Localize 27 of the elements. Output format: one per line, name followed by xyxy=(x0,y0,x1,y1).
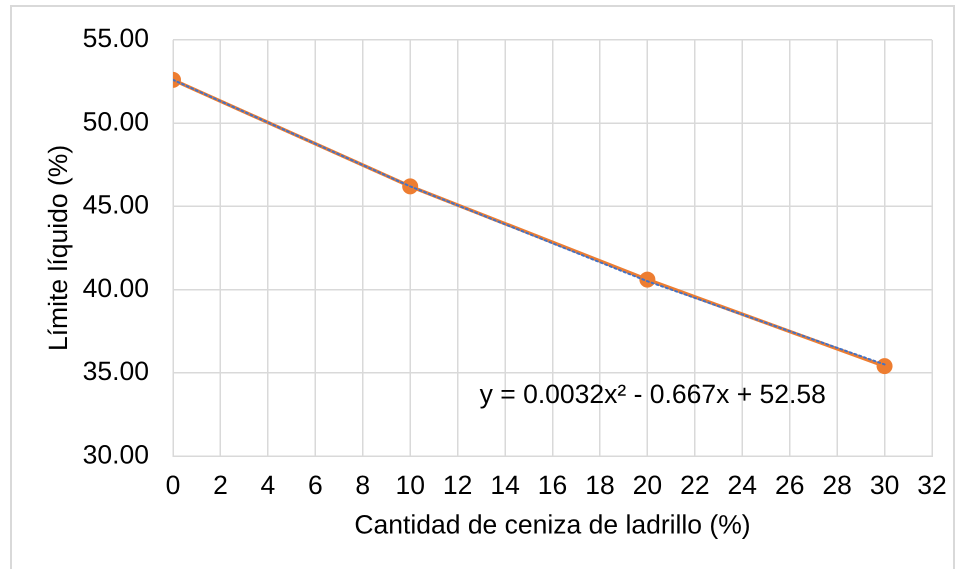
x-tick-label: 32 xyxy=(917,470,947,500)
y-tick-label: 55.00 xyxy=(82,23,149,54)
y-tick-label: 50.00 xyxy=(82,106,149,136)
y-axis-title: Límite líquido (%) xyxy=(43,144,74,352)
x-tick-label: 26 xyxy=(774,470,804,500)
x-tick-label: 8 xyxy=(355,470,370,500)
x-tick-label: 28 xyxy=(822,470,852,500)
x-tick-label: 16 xyxy=(538,470,568,500)
x-tick-label: 22 xyxy=(680,470,710,500)
y-tick-label: 30.00 xyxy=(82,439,149,470)
y-tick-label: 45.00 xyxy=(82,190,149,220)
x-tick-label: 2 xyxy=(213,470,228,500)
x-tick-label: 12 xyxy=(442,470,472,500)
y-tick-label: 40.00 xyxy=(82,272,149,303)
x-tick-label: 30 xyxy=(870,470,900,500)
x-tick-label: 20 xyxy=(632,470,662,500)
annotation: y = 0.0032x² - 0.667x + 52.58 xyxy=(480,378,826,409)
point xyxy=(876,358,893,374)
x-tick-label: 6 xyxy=(308,470,323,500)
x-tick-label: 0 xyxy=(166,470,180,500)
y-tick-label: 35.00 xyxy=(82,356,149,386)
x-tick-label: 14 xyxy=(490,470,520,500)
x-axis-title: Cantidad de ceniza de ladrillo (%) xyxy=(354,509,751,540)
x-tick-label: 4 xyxy=(260,470,276,500)
x-tick-label: 18 xyxy=(585,470,615,500)
x-tick-label: 10 xyxy=(395,470,425,500)
x-tick-label: 24 xyxy=(728,470,757,500)
